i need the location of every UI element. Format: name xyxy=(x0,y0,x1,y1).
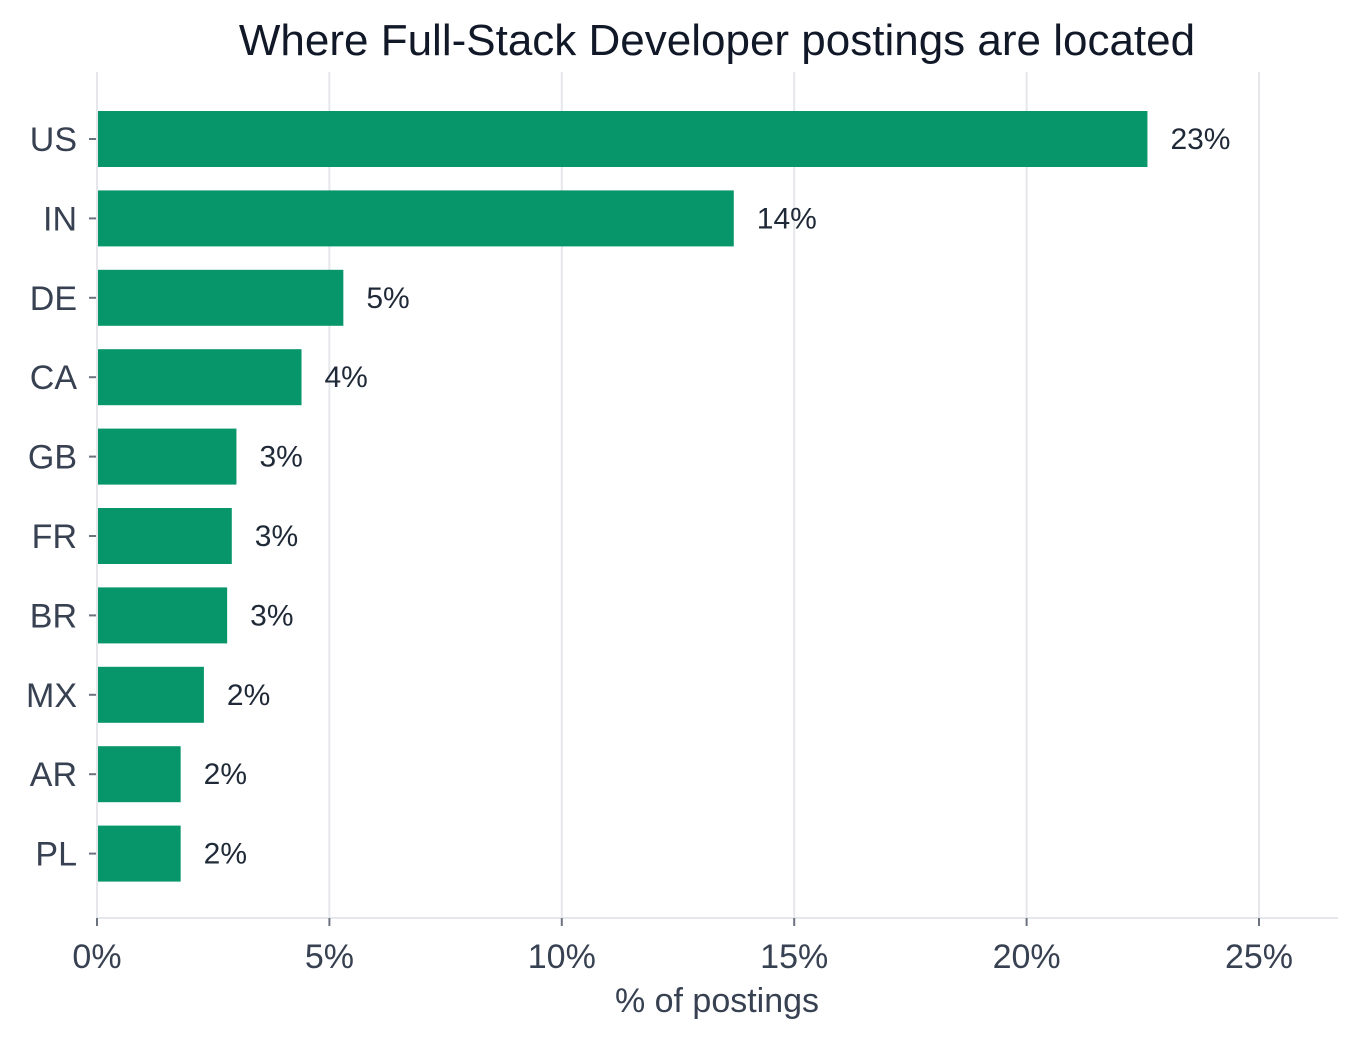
bars xyxy=(98,111,1148,882)
x-tick-label: 25% xyxy=(1225,938,1293,976)
data-label-ca: 4% xyxy=(325,361,368,394)
x-tick-label: 20% xyxy=(993,938,1061,976)
bar-de xyxy=(98,269,344,326)
data-label-ar: 2% xyxy=(204,758,247,791)
y-tick-label-fr: FR xyxy=(32,518,77,556)
bar-us xyxy=(98,111,1148,167)
y-tick-label-in: IN xyxy=(43,200,77,238)
y-tick-label-gb: GB xyxy=(28,439,77,477)
data-label-pl: 2% xyxy=(204,838,247,871)
y-tick-label-us: US xyxy=(30,121,77,159)
bar-fr xyxy=(98,508,232,564)
x-tick-label: 15% xyxy=(760,938,828,976)
x-axis-label: % of postings xyxy=(615,982,819,1020)
data-label-br: 3% xyxy=(250,599,293,632)
y-tick-label-br: BR xyxy=(30,597,77,635)
bar-ar xyxy=(98,746,181,803)
y-tick-label-ar: AR xyxy=(30,756,77,794)
bar-ca xyxy=(98,349,302,406)
chart-title: Where Full-Stack Developer postings are … xyxy=(239,16,1195,65)
y-tick-label-mx: MX xyxy=(26,677,77,715)
bar-mx xyxy=(98,666,204,723)
data-label-de: 5% xyxy=(366,282,409,315)
y-tick-label-de: DE xyxy=(30,280,77,318)
data-label-fr: 3% xyxy=(255,520,298,553)
x-tick-label: 5% xyxy=(305,938,354,976)
x-tick-label: 10% xyxy=(528,938,596,976)
y-tick-label-pl: PL xyxy=(35,836,77,874)
data-label-mx: 2% xyxy=(227,679,270,712)
x-axis: 0% 5% 10% 15% 20% 25% xyxy=(72,917,1338,976)
y-axis: US IN DE CA GB FR BR MX AR PL xyxy=(26,121,96,874)
bar-in xyxy=(98,190,734,247)
data-label-in: 14% xyxy=(757,202,817,235)
data-label-gb: 3% xyxy=(259,441,302,474)
x-tick-label: 0% xyxy=(72,938,121,976)
bar-pl xyxy=(98,825,181,882)
bar-br xyxy=(98,587,228,644)
bar-gb xyxy=(98,428,237,485)
data-labels: 23% 14% 5% 4% 3% 3% 3% 2% 2% 2% xyxy=(204,123,1231,871)
data-label-us: 23% xyxy=(1170,123,1230,156)
y-tick-label-ca: CA xyxy=(30,359,78,397)
